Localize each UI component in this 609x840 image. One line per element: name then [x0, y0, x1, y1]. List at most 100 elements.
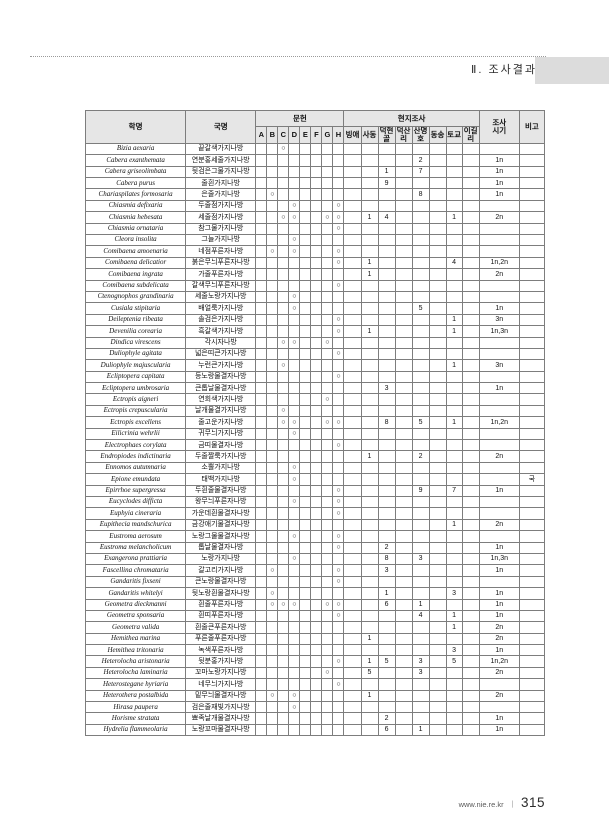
cell-site-count-2 — [377, 359, 396, 372]
page-title: Ⅱ. 조사결과 — [470, 64, 537, 76]
cell-literature-H: ○ — [332, 256, 345, 270]
cell-site-count-6 — [445, 666, 463, 680]
table-row: Geometra sponsaria 흰띠푸른자나방 ○ 4 1 1n — [84, 609, 546, 623]
cell-site-count-5 — [428, 347, 447, 361]
cell-site-count-4 — [411, 290, 430, 304]
cell-literature-F — [310, 678, 323, 691]
cell-literature-D: ○ — [288, 530, 301, 543]
cell-literature-D: ○ — [288, 461, 301, 475]
table-row: Chiasmia ornataria 참그물가지나방 ○ — [84, 222, 546, 236]
cell-literature-C — [277, 632, 290, 646]
cell-site-count-0 — [343, 165, 362, 179]
cell-literature-B — [266, 644, 279, 657]
cell-literature-E — [299, 188, 312, 201]
cell-survey-period: 2n — [478, 621, 520, 634]
cell-literature-G — [321, 290, 334, 304]
cell-site-count-4: 1 — [411, 723, 430, 737]
cell-site-count-1: 1 — [360, 268, 379, 281]
cell-literature-F — [310, 598, 323, 611]
cell-literature-H — [332, 552, 345, 566]
cell-scientific-name: Euphyia cineraria — [84, 507, 187, 520]
cell-site-count-5 — [428, 575, 447, 589]
table-row: Ennomos autumnaria 소뿔가지나방 ○ — [84, 461, 546, 475]
cell-site-count-7 — [461, 564, 480, 577]
cell-scientific-name: Eustroma aerosum — [84, 530, 187, 543]
cell-site-count-7 — [461, 552, 480, 566]
cell-literature-C — [277, 507, 290, 520]
cell-literature-A — [255, 211, 268, 224]
cell-literature-G — [321, 530, 334, 543]
cell-site-count-2 — [377, 518, 396, 532]
cell-site-count-1 — [360, 530, 379, 543]
cell-remark — [518, 484, 546, 498]
cell-literature-B — [266, 678, 279, 691]
cell-literature-H: ○ — [332, 325, 345, 338]
cell-remark — [518, 142, 546, 156]
cell-scientific-name: Heterostegane hyriaria — [84, 678, 187, 691]
cell-site-count-7 — [461, 461, 480, 475]
cell-literature-A — [255, 302, 268, 315]
cell-survey-period — [478, 245, 520, 258]
cell-site-count-0 — [343, 473, 362, 486]
cell-literature-F — [310, 632, 323, 646]
cell-remark: 국 — [518, 473, 546, 486]
cell-korean-name: 뒷검은그물가지나방 — [185, 165, 257, 179]
cell-site-count-6: 7 — [445, 484, 463, 498]
cell-site-count-7 — [461, 575, 480, 589]
cell-site-count-3 — [394, 666, 413, 680]
cell-site-count-3 — [394, 245, 413, 258]
cell-site-count-2 — [377, 233, 396, 247]
cell-literature-G — [321, 678, 334, 691]
cell-literature-E — [299, 222, 312, 236]
cell-site-count-5 — [428, 678, 447, 691]
cell-remark — [518, 666, 546, 680]
cell-literature-D — [288, 325, 301, 338]
cell-site-count-5 — [428, 484, 447, 498]
cell-literature-D — [288, 268, 301, 281]
cell-site-count-3 — [394, 541, 413, 554]
cell-literature-C: ○ — [277, 336, 290, 349]
cell-site-count-0 — [343, 461, 362, 475]
cell-survey-period: 1n — [478, 484, 520, 498]
cell-site-count-0 — [343, 712, 362, 725]
cell-site-count-1 — [360, 302, 379, 315]
cell-site-count-7 — [461, 541, 480, 554]
cell-literature-A — [255, 700, 268, 714]
cell-scientific-name: Bizia aexaria — [84, 142, 187, 156]
cell-literature-B — [266, 268, 279, 281]
cell-site-count-4: 3 — [411, 655, 430, 668]
footer-separator: ㅣ — [508, 800, 516, 809]
cell-literature-E — [299, 507, 312, 520]
cell-site-count-1 — [360, 552, 379, 566]
cell-site-count-1 — [360, 644, 379, 657]
cell-literature-A — [255, 450, 268, 463]
cell-literature-B — [266, 199, 279, 213]
cell-scientific-name: Hydrelia flammeolaria — [84, 723, 187, 737]
cell-literature-A — [255, 188, 268, 201]
table-row: Eustroma melancholicum 톱날물결자나방 ○ 2 1n — [84, 541, 546, 554]
cell-literature-H — [332, 233, 345, 247]
cell-literature-A — [255, 199, 268, 213]
cell-survey-period — [478, 439, 520, 452]
cell-site-count-6 — [445, 188, 463, 201]
cell-literature-C — [277, 655, 290, 668]
cell-site-count-5 — [428, 325, 447, 338]
cell-site-count-6 — [445, 199, 463, 213]
cell-literature-C — [277, 245, 290, 258]
cell-site-count-3 — [394, 700, 413, 714]
cell-site-count-7 — [461, 245, 480, 258]
table-row: Hydrelia flammeolaria 노랑꼬마물결자나방 6 1 1n — [84, 723, 546, 737]
cell-literature-E — [299, 644, 312, 657]
cell-site-count-7 — [461, 325, 480, 338]
cell-site-count-6 — [445, 154, 463, 167]
cell-literature-H: ○ — [332, 530, 345, 543]
cell-literature-F — [310, 382, 323, 395]
cell-scientific-name: Eustroma melancholicum — [84, 541, 187, 554]
cell-remark — [518, 530, 546, 543]
cell-literature-B — [266, 256, 279, 270]
cell-site-count-0 — [343, 439, 362, 452]
cell-site-count-1 — [360, 473, 379, 486]
footer-page-number: 315 — [520, 795, 545, 810]
table-header: 학명 국명 문헌 현지조사 조사시기 비고 A B C D E F G H 빙애 사동 덕현골 덕산리… — [84, 110, 546, 144]
table-row: Chariaspilates formosaria 은줄가지나방 ○ 8 1n — [84, 188, 546, 201]
